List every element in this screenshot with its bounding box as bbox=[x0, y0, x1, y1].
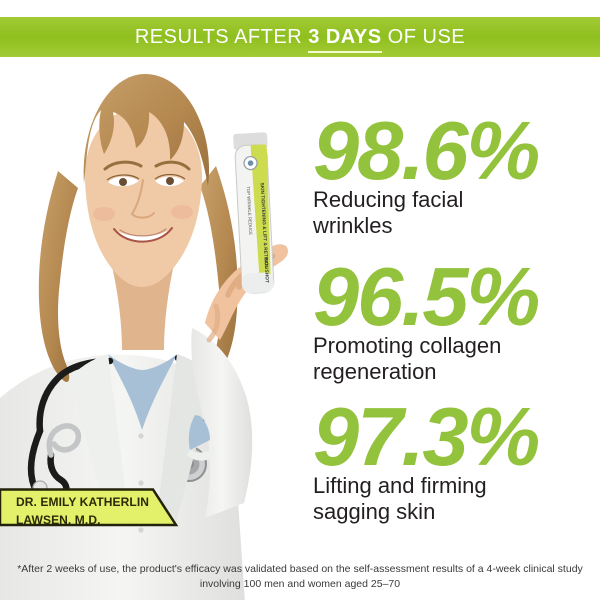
svg-text:SKIN: SKIN bbox=[263, 257, 270, 269]
